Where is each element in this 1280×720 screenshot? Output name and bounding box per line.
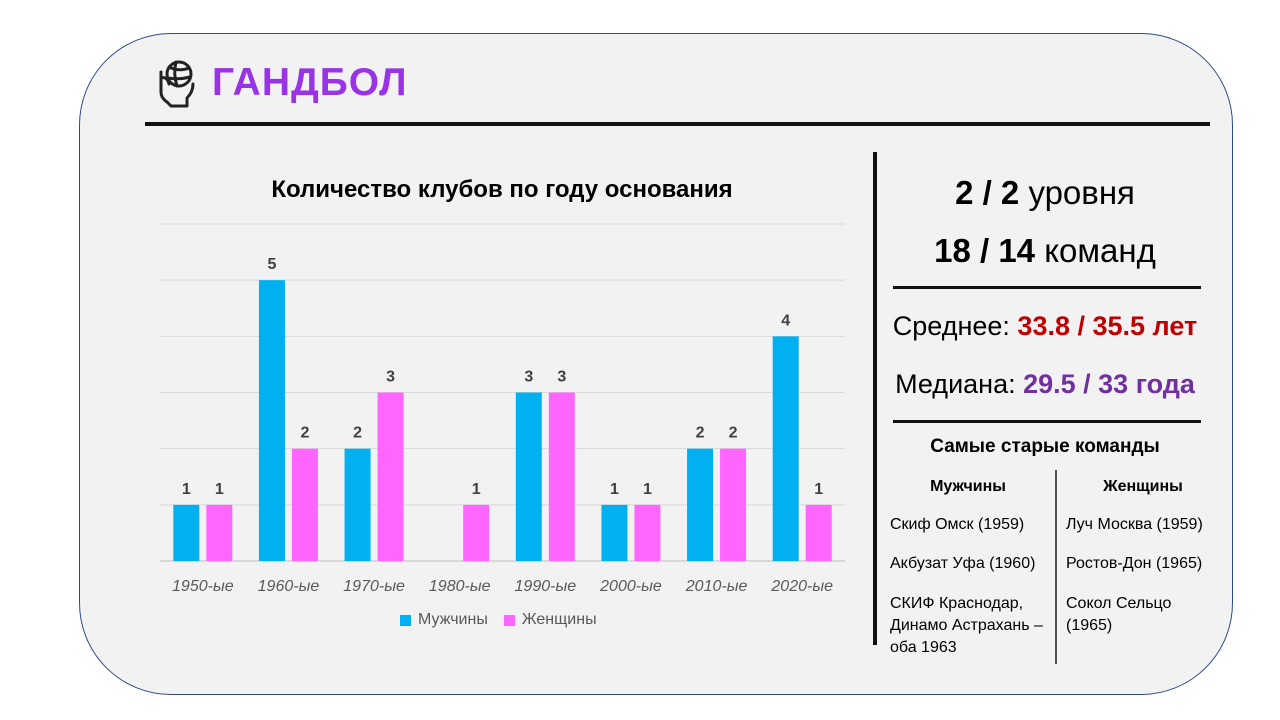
- data-label: 2: [729, 425, 738, 442]
- mean-label: Среднее:: [892, 311, 1010, 341]
- x-tick-label: 1950-ые: [172, 578, 234, 595]
- data-label: 3: [524, 369, 533, 386]
- data-label: 1: [814, 481, 823, 498]
- stats-divider-2: [893, 420, 1201, 423]
- panel-divider: [873, 152, 877, 645]
- bar-men: [258, 280, 285, 561]
- x-tick-label: 2000-ые: [599, 578, 662, 595]
- teams-label: команд: [1044, 232, 1156, 269]
- data-label: 4: [781, 312, 790, 329]
- women-team-2: Ростов-Дон (1965): [1066, 555, 1203, 572]
- bar-women: [206, 504, 233, 561]
- median-label: Медиана:: [895, 369, 1016, 399]
- bar-women: [720, 448, 747, 561]
- bar-men: [772, 336, 799, 561]
- bar-women: [463, 504, 490, 561]
- bar-women: [377, 392, 404, 561]
- women-column-header: Женщины: [1103, 478, 1183, 495]
- x-tick-label: 1960-ые: [258, 578, 320, 595]
- data-label: 5: [267, 256, 276, 273]
- median-age: Медиана: 29.5 / 33 года: [880, 366, 1210, 402]
- chart-title: Количество клубов по году основания: [271, 176, 733, 203]
- data-label: 3: [557, 369, 566, 386]
- bar-women: [805, 504, 832, 561]
- data-label: 2: [300, 425, 309, 442]
- men-team-1: Скиф Омск (1959): [890, 516, 1025, 533]
- bar-men: [601, 504, 628, 561]
- legend-label-men: Мужчины: [418, 611, 488, 628]
- bar-women: [548, 392, 575, 561]
- levels-value: 2 / 2: [955, 174, 1020, 211]
- men-team-2: Акбузат Уфа (1960): [890, 555, 1036, 572]
- chart-legend: Мужчины Женщины: [400, 609, 613, 631]
- teams-value: 18 / 14: [934, 232, 1036, 269]
- legend-item-women: Женщины: [503, 611, 597, 629]
- data-label: 1: [182, 481, 191, 498]
- bar-women: [634, 504, 661, 561]
- data-label: 1: [215, 481, 224, 498]
- data-label: 1: [610, 481, 619, 498]
- bar-men: [173, 504, 200, 561]
- stats-divider-1: [893, 286, 1201, 289]
- men-team-3: СКИФ Краснодар, Динамо Астрахань – оба 1…: [890, 595, 1043, 656]
- handball-hand-icon: [159, 60, 195, 108]
- mean-value: 33.8 / 35.5 лет: [1017, 311, 1198, 341]
- data-label: 2: [353, 425, 362, 442]
- bar-men: [344, 448, 371, 561]
- mean-age: Среднее: 33.8 / 35.5 лет: [880, 308, 1210, 344]
- x-tick-label: 2010-ые: [685, 578, 748, 595]
- women-team-1: Луч Москва (1959): [1066, 516, 1203, 533]
- x-tick-label: 1970-ые: [343, 578, 405, 595]
- bar-men: [515, 392, 542, 561]
- legend-item-men: Мужчины: [400, 611, 488, 629]
- oldest-teams-title: Самые старые команды: [930, 436, 1160, 457]
- data-label: 1: [643, 481, 652, 498]
- x-tick-label: 1980-ые: [429, 578, 491, 595]
- data-label: 3: [386, 369, 395, 386]
- page-title: ГАНДБОЛ: [212, 61, 408, 104]
- data-label: 1: [472, 481, 481, 498]
- x-tick-label: 1990-ые: [515, 578, 577, 595]
- column-divider: [1055, 470, 1057, 664]
- levels-stat: 2 / 2 уровня: [880, 173, 1210, 213]
- teams-stat: 18 / 14 команд: [880, 231, 1210, 271]
- median-value: 29.5 / 33 года: [1023, 369, 1195, 399]
- header-divider: [145, 122, 1210, 126]
- data-label: 2: [696, 425, 705, 442]
- bar-men: [687, 448, 714, 561]
- levels-label: уровня: [1028, 174, 1135, 211]
- legend-label-women: Женщины: [521, 611, 597, 628]
- legend-swatch-women: [503, 614, 515, 626]
- women-team-3: Сокол Сельцо (1965): [1066, 595, 1172, 634]
- bar-women: [291, 448, 318, 561]
- x-tick-label: 2020-ые: [770, 578, 833, 595]
- men-column-header: Мужчины: [930, 478, 1006, 495]
- legend-swatch-men: [400, 614, 411, 626]
